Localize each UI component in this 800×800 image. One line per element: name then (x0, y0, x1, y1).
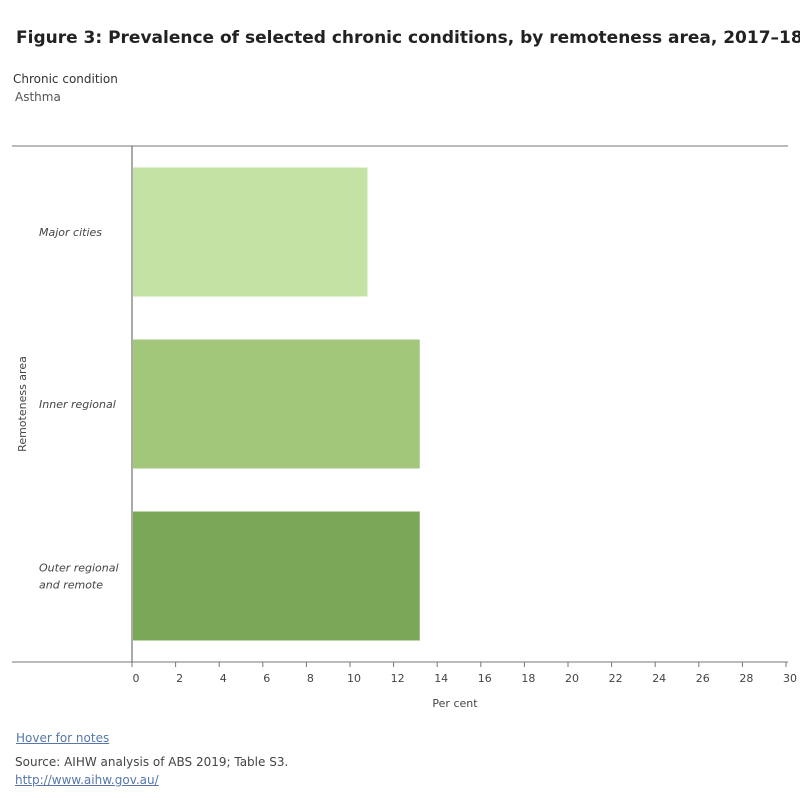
x-tick-label: 12 (391, 672, 405, 685)
x-tick-label: 8 (307, 672, 314, 685)
bar-2[interactable] (133, 511, 420, 641)
bar-0[interactable] (133, 167, 368, 297)
source-text: Source: AIHW analysis of ABS 2019; Table… (15, 755, 289, 769)
x-tick-label: 6 (263, 672, 270, 685)
x-tick-label: 2 (176, 672, 183, 685)
x-tick-label: 24 (652, 672, 666, 685)
category-label: and remote (39, 579, 103, 592)
x-tick-label: 4 (220, 672, 227, 685)
x-tick-label: 20 (565, 672, 579, 685)
x-tick-label: 18 (521, 672, 535, 685)
x-tick-label: 14 (434, 672, 448, 685)
bar-1[interactable] (133, 339, 420, 469)
filter-value[interactable]: Asthma (15, 90, 61, 104)
x-tick-label: 26 (696, 672, 710, 685)
x-tick-label: 22 (609, 672, 623, 685)
x-tick-label: 0 (133, 672, 140, 685)
x-tick-label: 16 (478, 672, 492, 685)
x-tick-label: 28 (739, 672, 753, 685)
category-label: Outer regional (39, 562, 119, 575)
category-label: Major cities (39, 226, 102, 239)
hover-notes-link[interactable]: Hover for notes (16, 731, 110, 745)
category-label: Inner regional (39, 398, 116, 411)
x-axis-title: Per cent (432, 697, 478, 710)
x-tick-label: 30 (783, 672, 797, 685)
x-tick-label: 10 (347, 672, 361, 685)
chart-title: Figure 3: Prevalence of selected chronic… (16, 28, 800, 48)
filter-label: Chronic condition (13, 72, 118, 86)
y-axis-title: Remoteness area (16, 356, 29, 452)
aihw-link[interactable]: http://www.aihw.gov.au/ (15, 773, 159, 787)
bar-chart: Major cities Inner regional Outer regional… (12, 145, 797, 710)
